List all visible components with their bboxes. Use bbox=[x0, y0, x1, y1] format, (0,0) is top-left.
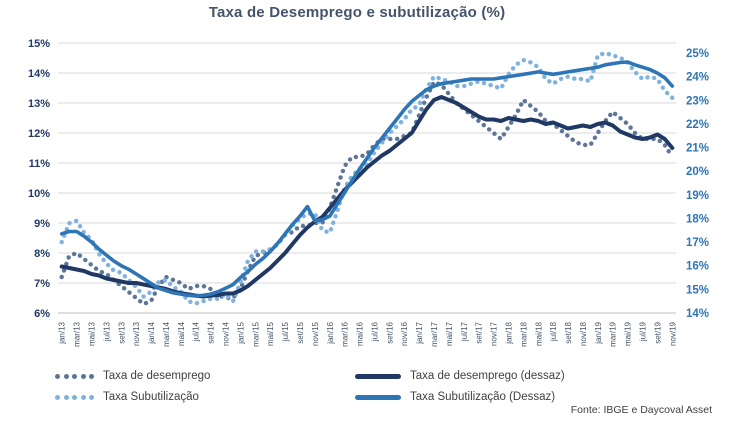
x-axis-tick-label: set/13 bbox=[117, 321, 126, 343]
legend-label: Taxa de desemprego (dessaz) bbox=[410, 370, 565, 382]
x-axis-tick-label: mar/17 bbox=[430, 321, 439, 346]
line-chart-plot: 6% 7% 8% 9% 10% 11% 12% 13% 14% 15% 14% 15% 16% 17% 18… bbox=[28, 38, 709, 347]
x-axis-tick-label: set/19 bbox=[653, 321, 662, 343]
left-axis-tick-label: 12% bbox=[28, 128, 50, 140]
x-axis-tick-label: nov/16 bbox=[400, 321, 409, 346]
x-axis-tick-label: mar/13 bbox=[73, 321, 82, 346]
right-axis-tick-label: 21% bbox=[686, 143, 709, 155]
source-attribution: Fonte: IBGE e Daycoval Asset bbox=[570, 404, 712, 416]
left-axis-tick-label: 14% bbox=[28, 68, 50, 80]
right-axis-tick-label: 18% bbox=[686, 213, 709, 225]
x-axis-tick-label: jan/15 bbox=[236, 321, 245, 344]
x-axis-tick-label: mar/14 bbox=[162, 321, 171, 346]
series-line-taxa-de-desemprego bbox=[59, 79, 675, 307]
x-axis-tick-label: mai/18 bbox=[534, 321, 543, 346]
right-axis-tick-label: 14% bbox=[686, 308, 709, 320]
series-line-taxa-de-desemprego-dessaz- bbox=[59, 95, 675, 299]
x-axis-tick-label: mai/15 bbox=[266, 321, 275, 346]
right-axis-tick-label: 24% bbox=[686, 72, 709, 84]
left-axis-tick-label: 6% bbox=[34, 308, 50, 320]
right-axis-tick-label: 19% bbox=[686, 190, 709, 202]
legend-item-taxa-subutilizacao-dessaz[interactable]: Taxa Subutilização (Dessaz) bbox=[355, 391, 715, 403]
x-axis-tick-label: mai/13 bbox=[88, 321, 97, 346]
left-axis-tick-label: 8% bbox=[34, 248, 50, 260]
x-axis-tick-label: mai/19 bbox=[624, 321, 633, 346]
legend-label: Taxa de desemprego bbox=[103, 370, 211, 382]
x-axis-tick-label: jan/16 bbox=[326, 321, 335, 344]
right-axis-tick-label: 22% bbox=[686, 119, 709, 131]
x-axis-tick-label: jan/13 bbox=[58, 321, 67, 344]
right-axis-tick-label: 25% bbox=[686, 48, 709, 60]
x-axis-tick-label: set/15 bbox=[296, 321, 305, 343]
series-line-taxa-subutiliza-o-dessaz- bbox=[59, 60, 675, 298]
solid-series-swatch bbox=[355, 394, 401, 400]
x-axis-tick-label: nov/14 bbox=[222, 321, 231, 346]
right-axis-tick-label: 17% bbox=[686, 237, 709, 249]
legend-item-taxa-desemprego-dessaz[interactable]: Taxa de desemprego (dessaz) bbox=[355, 370, 715, 382]
left-axis-tick-label: 7% bbox=[34, 278, 50, 290]
right-axis-tick-label: 23% bbox=[686, 95, 709, 107]
x-axis-tick-label: nov/17 bbox=[490, 321, 499, 346]
x-axis-tick-label: mai/14 bbox=[177, 321, 186, 346]
x-axis-tick-label: nov/13 bbox=[132, 321, 141, 346]
x-axis-tick-label: mai/17 bbox=[445, 321, 454, 346]
x-axis-tick-label: jan/19 bbox=[594, 321, 603, 344]
left-axis-tick-label: 10% bbox=[28, 188, 50, 200]
chart-title: Taxa de Desemprego e subutilização (%) bbox=[208, 4, 506, 21]
x-axis-tick-label: set/14 bbox=[207, 321, 216, 343]
x-axis-tick-label: mar/18 bbox=[519, 321, 528, 346]
series-line-taxa-subutiliza-o bbox=[59, 50, 675, 306]
left-axis-tick-label: 9% bbox=[34, 218, 50, 230]
legend-item-taxa-subutilizacao[interactable]: Taxa Subutilização bbox=[55, 391, 355, 403]
x-axis-tick-label: mai/16 bbox=[356, 321, 365, 346]
legend-label: Taxa Subutilização bbox=[103, 391, 199, 403]
x-axis-tick-label: jul/19 bbox=[638, 321, 647, 342]
x-axis-tick-label: jan/17 bbox=[415, 321, 424, 344]
x-axis-tick-label: jul/18 bbox=[549, 321, 558, 342]
x-axis-tick-label: set/16 bbox=[385, 321, 394, 343]
x-axis-tick-label: set/17 bbox=[475, 321, 484, 343]
dotted-series-swatch bbox=[55, 373, 94, 379]
x-axis-tick-label: nov/15 bbox=[311, 321, 320, 346]
x-axis-tick-label: jul/17 bbox=[460, 321, 469, 342]
x-axis-tick-label: jul/15 bbox=[281, 321, 290, 342]
left-axis-tick-label: 15% bbox=[28, 38, 50, 50]
solid-series-swatch bbox=[355, 373, 401, 379]
dotted-series-swatch bbox=[55, 394, 94, 400]
legend-item-taxa-desemprego[interactable]: Taxa de desemprego bbox=[55, 370, 355, 382]
chart-legend: Taxa de desemprego Taxa Subutilização Ta… bbox=[55, 370, 715, 403]
right-axis-tick-label: 15% bbox=[686, 284, 709, 296]
x-axis-tick-label: jan/18 bbox=[504, 321, 513, 344]
x-axis-tick-label: jul/16 bbox=[370, 321, 379, 342]
x-axis-tick-label: nov/18 bbox=[579, 321, 588, 346]
x-axis-tick-label: jan/14 bbox=[147, 321, 156, 344]
right-axis-tick-label: 16% bbox=[686, 261, 709, 273]
x-axis-tick-label: mar/16 bbox=[341, 321, 350, 346]
x-axis-tick-label: jul/14 bbox=[192, 321, 201, 342]
x-axis-tick-label: jul/13 bbox=[102, 321, 111, 342]
x-axis-tick-label: nov/19 bbox=[668, 321, 677, 346]
left-axis-tick-label: 13% bbox=[28, 98, 50, 110]
x-axis-tick-label: mar/19 bbox=[609, 321, 618, 346]
right-axis-tick-label: 20% bbox=[686, 166, 709, 178]
x-axis-tick-label: mar/15 bbox=[251, 321, 260, 346]
left-axis-tick-label: 11% bbox=[29, 158, 51, 170]
legend-label: Taxa Subutilização (Dessaz) bbox=[410, 391, 556, 403]
x-axis-tick-label: set/18 bbox=[564, 321, 573, 343]
